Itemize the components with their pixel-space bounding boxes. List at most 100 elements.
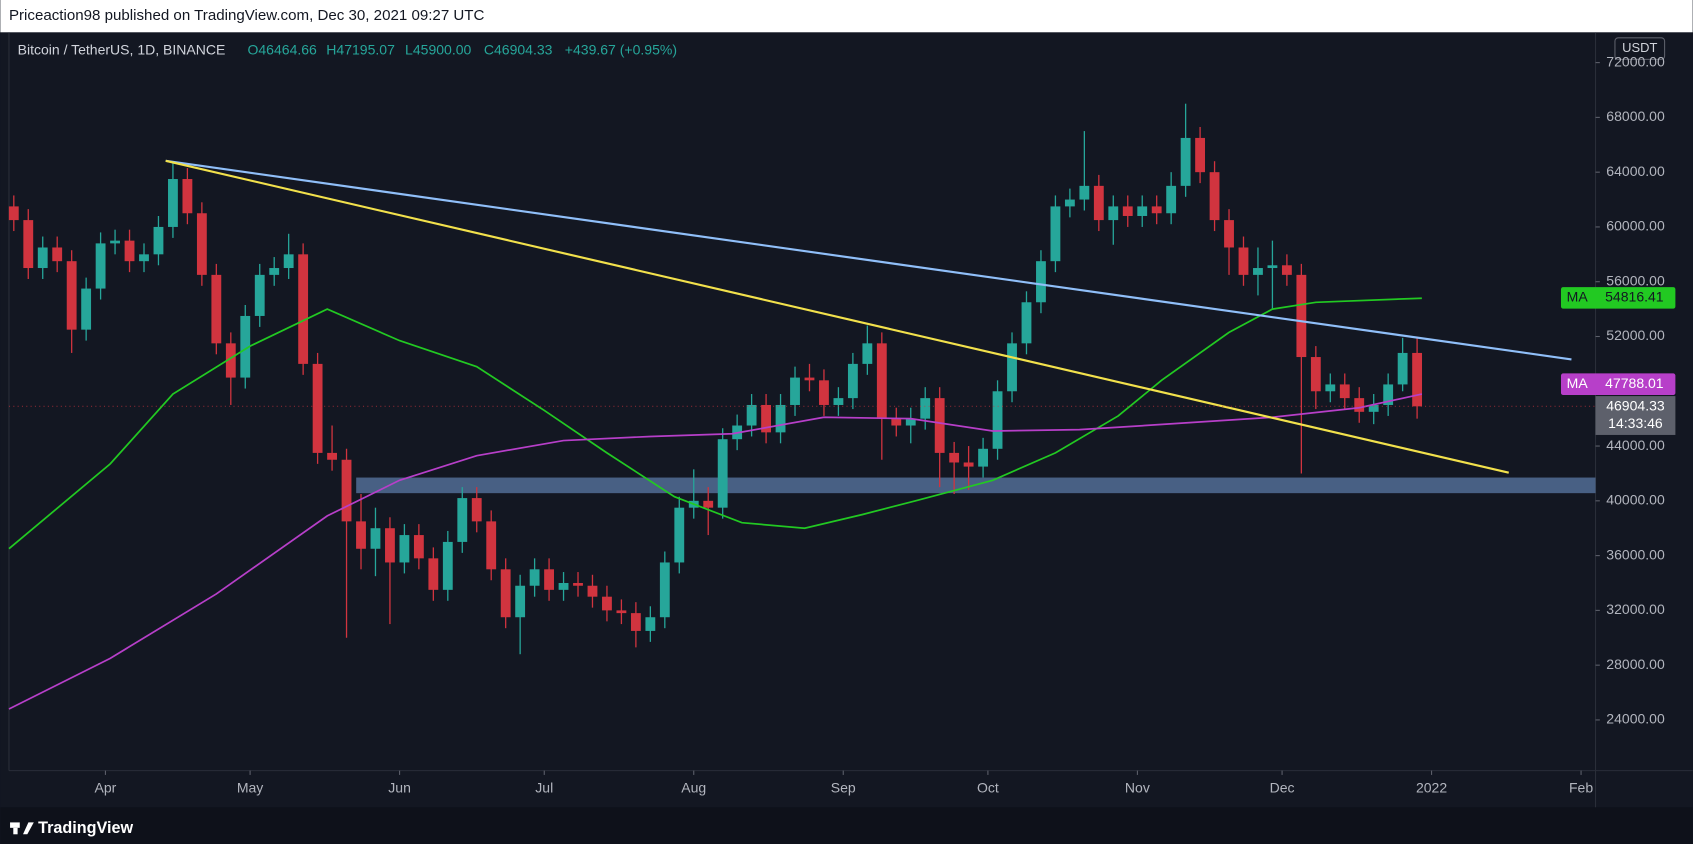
candle-body xyxy=(124,240,135,262)
chart-area xyxy=(0,32,1693,808)
trendline xyxy=(165,159,1572,361)
candle-body xyxy=(1267,265,1278,269)
candle-body xyxy=(963,462,974,467)
candle-body xyxy=(298,254,309,364)
candle-body xyxy=(471,498,482,522)
x-tick-label: Jun xyxy=(388,780,411,796)
candle-body xyxy=(385,528,395,563)
candle-body xyxy=(1007,343,1017,392)
candle-body xyxy=(891,418,902,426)
candle-body xyxy=(703,500,714,508)
candle-body xyxy=(616,610,627,614)
candle-body xyxy=(254,274,265,316)
y-tick-label: 56000.00 xyxy=(1606,272,1665,288)
candle-body xyxy=(399,535,410,563)
y-tick-label: 40000.00 xyxy=(1606,492,1665,508)
y-tick-label: 68000.00 xyxy=(1606,108,1665,124)
top-bar xyxy=(0,0,1693,33)
candle-body xyxy=(1325,384,1336,392)
x-tick-label: Jul xyxy=(535,780,553,796)
candle-body xyxy=(1108,206,1119,221)
ohlc-value: C46904.33 xyxy=(484,41,553,57)
candle-body xyxy=(1050,206,1061,262)
candle-body xyxy=(168,179,178,227)
logo-mark xyxy=(23,822,34,835)
candle-body xyxy=(139,254,149,262)
candle-body xyxy=(240,315,251,378)
x-tick-label: May xyxy=(237,780,263,796)
x-tick-label: Feb xyxy=(1569,780,1593,796)
candle-body xyxy=(862,343,873,364)
candle-body xyxy=(1036,261,1046,303)
candle-body xyxy=(847,363,858,399)
y-tick-label: 52000.00 xyxy=(1606,327,1665,343)
candle-body xyxy=(544,569,554,590)
candle-body xyxy=(486,521,497,570)
logo xyxy=(10,822,34,835)
candle-body xyxy=(1296,274,1307,358)
candle-body xyxy=(370,528,381,549)
moving-average xyxy=(8,297,1422,550)
last-price: 46904.33 xyxy=(1606,398,1665,414)
candle-body xyxy=(52,247,63,262)
candle-body xyxy=(978,448,989,467)
countdown: 14:33:46 xyxy=(1608,415,1663,431)
candle-body xyxy=(1339,384,1350,399)
candle-body xyxy=(761,404,772,433)
candle-body xyxy=(341,459,352,522)
candle-body xyxy=(1180,137,1191,186)
y-tick-label: 24000.00 xyxy=(1606,711,1665,727)
candle-body xyxy=(833,398,844,405)
chart-title: Bitcoin / TetherUS, 1D, BINANCE xyxy=(18,41,226,57)
candle-body xyxy=(37,247,48,269)
ohlc-value: O46464.66 xyxy=(247,41,317,57)
candle-body xyxy=(283,254,294,269)
y-tick-label: 36000.00 xyxy=(1606,546,1665,562)
candle-body xyxy=(500,569,511,618)
ohlc-value: +439.67 (+0.95%) xyxy=(565,41,677,57)
candle-body xyxy=(775,404,786,433)
ma-badge-name: MA xyxy=(1567,375,1589,391)
ohlc-value: H47195.07 xyxy=(326,41,395,57)
bottom-bar xyxy=(0,807,1693,844)
candle-body xyxy=(1079,185,1090,200)
ma-badge-name: MA xyxy=(1567,289,1589,305)
candle-body xyxy=(327,452,337,460)
footer-logo: TradingView xyxy=(38,819,133,837)
candle-body xyxy=(356,521,366,549)
ohlc-value: L45900.00 xyxy=(405,41,471,57)
y-tick-label: 64000.00 xyxy=(1606,163,1665,179)
x-tick-label: Nov xyxy=(1125,780,1150,796)
x-tick-label: Dec xyxy=(1270,780,1295,796)
candle-body xyxy=(587,585,598,597)
candle-body xyxy=(81,288,92,330)
candle-body xyxy=(225,343,236,378)
ma-badge xyxy=(1560,373,1676,396)
currency: USDT xyxy=(1622,40,1657,55)
candle-body xyxy=(1281,265,1292,275)
y-tick-label: 44000.00 xyxy=(1606,437,1665,453)
candle-body xyxy=(819,380,829,405)
ma-badge xyxy=(1560,287,1676,309)
candle-body xyxy=(1224,220,1234,248)
candle-body xyxy=(457,498,468,542)
candle-body xyxy=(645,617,656,631)
candle-body xyxy=(211,274,222,344)
candle-body xyxy=(95,243,106,289)
candle-body xyxy=(428,558,439,590)
candle-body xyxy=(659,562,670,618)
candle-body xyxy=(790,377,800,405)
candle-body xyxy=(876,343,887,419)
candle-body xyxy=(949,452,960,463)
candle-body xyxy=(413,535,424,559)
candle-body xyxy=(442,541,453,590)
x-tick-label: 2022 xyxy=(1416,780,1447,796)
header: Priceaction98 published on TradingView.c… xyxy=(9,7,485,24)
y-tick-label: 72000.00 xyxy=(1606,53,1665,69)
candle-body xyxy=(674,507,685,563)
candle-body xyxy=(746,404,757,426)
candle-body xyxy=(992,391,1003,449)
candle-body xyxy=(269,268,280,275)
candle-body xyxy=(515,585,526,618)
